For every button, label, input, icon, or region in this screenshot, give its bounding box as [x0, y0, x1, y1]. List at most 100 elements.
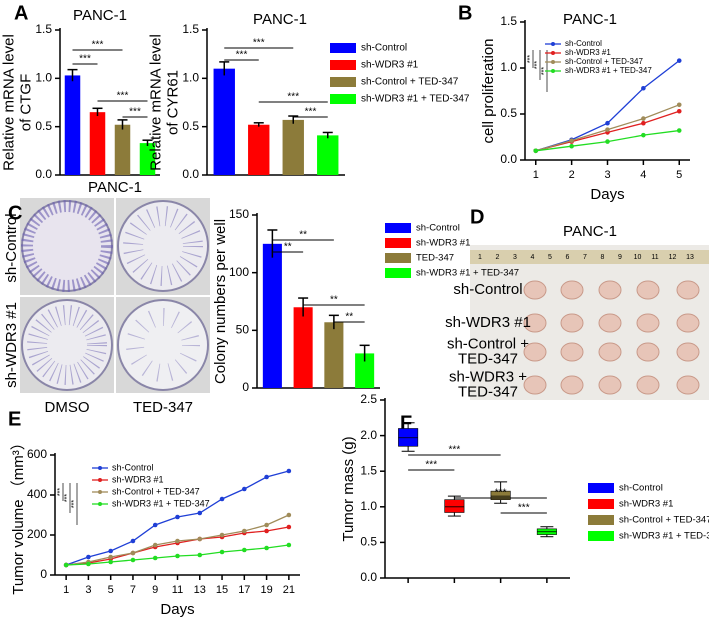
- tumor: [523, 342, 547, 362]
- plate: [117, 200, 209, 292]
- legend-swatch: [330, 94, 356, 104]
- y-axis-label: Colony numbers per well: [212, 219, 229, 384]
- x-tick-label: 3: [85, 584, 91, 596]
- point: [605, 127, 610, 132]
- tumor: [598, 280, 622, 300]
- y-tick-label: 150: [229, 207, 249, 221]
- x-tick-label: 19: [260, 584, 272, 596]
- y-tick-label: 0.0: [35, 167, 52, 181]
- photo-background: [470, 245, 709, 400]
- point: [108, 548, 113, 554]
- significance-label: ***: [64, 494, 71, 502]
- point: [264, 522, 269, 528]
- y-tick-label: 100: [229, 265, 249, 279]
- y-axis-label: cell proliferation: [480, 38, 497, 143]
- legend-label: sh-Control + TED-347: [112, 486, 200, 496]
- legend-marker: [98, 502, 102, 506]
- legend-label: sh-WDR3 #1: [619, 499, 673, 510]
- y-axis-label: Relative mRNA level: [147, 34, 164, 171]
- x-tick-label: 15: [216, 584, 228, 596]
- point: [219, 549, 225, 555]
- point: [264, 528, 269, 534]
- point: [286, 542, 292, 548]
- point: [197, 536, 203, 542]
- tumor: [560, 375, 584, 395]
- point: [219, 532, 225, 538]
- y-tick-label: 200: [27, 527, 47, 541]
- plate-row-label: sh-Control: [3, 213, 20, 282]
- significance-label: **: [284, 242, 292, 253]
- legend-swatch: [330, 43, 356, 53]
- tumor: [636, 313, 660, 333]
- tumor: [636, 375, 660, 395]
- tumor: [598, 342, 622, 362]
- point: [286, 524, 292, 530]
- x-tick-label: 2: [569, 169, 575, 181]
- point: [569, 138, 574, 143]
- tumor: [560, 313, 584, 333]
- legend-label: sh-WDR3 #1: [361, 60, 419, 71]
- ruler-number: 13: [686, 254, 694, 261]
- ruler-number: 6: [566, 254, 570, 261]
- point: [152, 522, 158, 528]
- legend-label: sh-Control: [619, 483, 663, 494]
- legend-label: sh-WDR3 #1 + TED-347: [619, 531, 709, 542]
- plate-title: PANC-1: [88, 179, 142, 196]
- bar: [324, 322, 344, 388]
- legend-marker: [551, 51, 555, 55]
- legend-marker: [98, 478, 102, 482]
- ruler-number: 11: [651, 254, 658, 261]
- significance-label: ***: [518, 503, 530, 514]
- tumor: [598, 375, 622, 395]
- x-tick-label: 3: [604, 169, 610, 181]
- legend-marker: [551, 42, 555, 46]
- point: [641, 85, 646, 91]
- ruler-number: 9: [618, 254, 622, 261]
- legend-label: sh-Control: [112, 462, 154, 472]
- point: [152, 555, 158, 561]
- legend-label: sh-WDR3 #1: [112, 474, 164, 484]
- legend-swatch: [588, 515, 614, 525]
- point: [533, 148, 539, 154]
- point: [641, 132, 646, 138]
- legend-label: sh-WDR3 #1: [565, 48, 611, 57]
- plate-column-label: TED-347: [133, 399, 193, 416]
- y-tick-label: 0: [242, 380, 249, 394]
- significance-label: ***: [117, 91, 129, 102]
- legend-swatch: [588, 531, 614, 541]
- y-tick-label: 50: [236, 323, 250, 337]
- legend-marker: [98, 466, 102, 470]
- significance-label: ***: [236, 50, 248, 61]
- box: [490, 490, 511, 500]
- legend-marker: [551, 69, 555, 73]
- point: [130, 550, 136, 556]
- ruler-number: 8: [601, 254, 605, 261]
- point: [242, 486, 247, 492]
- tumor: [636, 342, 660, 362]
- tumor-row-label: sh-Control: [453, 281, 522, 298]
- bar: [293, 307, 313, 388]
- bar: [114, 124, 131, 175]
- point: [130, 557, 136, 563]
- y-tick-label: 1.0: [500, 60, 517, 74]
- tumor: [560, 280, 584, 300]
- ruler-number: 7: [583, 254, 587, 261]
- chart: PANC-1 0.0 0.5 1.0 1.5 Relative mRNA level of …: [0, 7, 160, 181]
- legend-label: sh-WDR3 #1: [416, 238, 470, 249]
- point: [219, 496, 225, 502]
- y-tick-label: 1.5: [500, 14, 517, 28]
- bar: [262, 243, 282, 388]
- y-tick-label: 1.0: [182, 71, 199, 85]
- x-tick-label: 13: [194, 584, 206, 596]
- x-tick-label: 7: [130, 584, 136, 596]
- significance-label: **: [299, 230, 307, 241]
- significance-label: ***: [92, 40, 104, 51]
- y-axis-label: of CYR61: [164, 70, 181, 135]
- y-tick-label: 600: [27, 447, 47, 461]
- bar: [248, 124, 270, 175]
- point: [175, 514, 180, 520]
- plate: [117, 299, 209, 391]
- point: [286, 512, 292, 518]
